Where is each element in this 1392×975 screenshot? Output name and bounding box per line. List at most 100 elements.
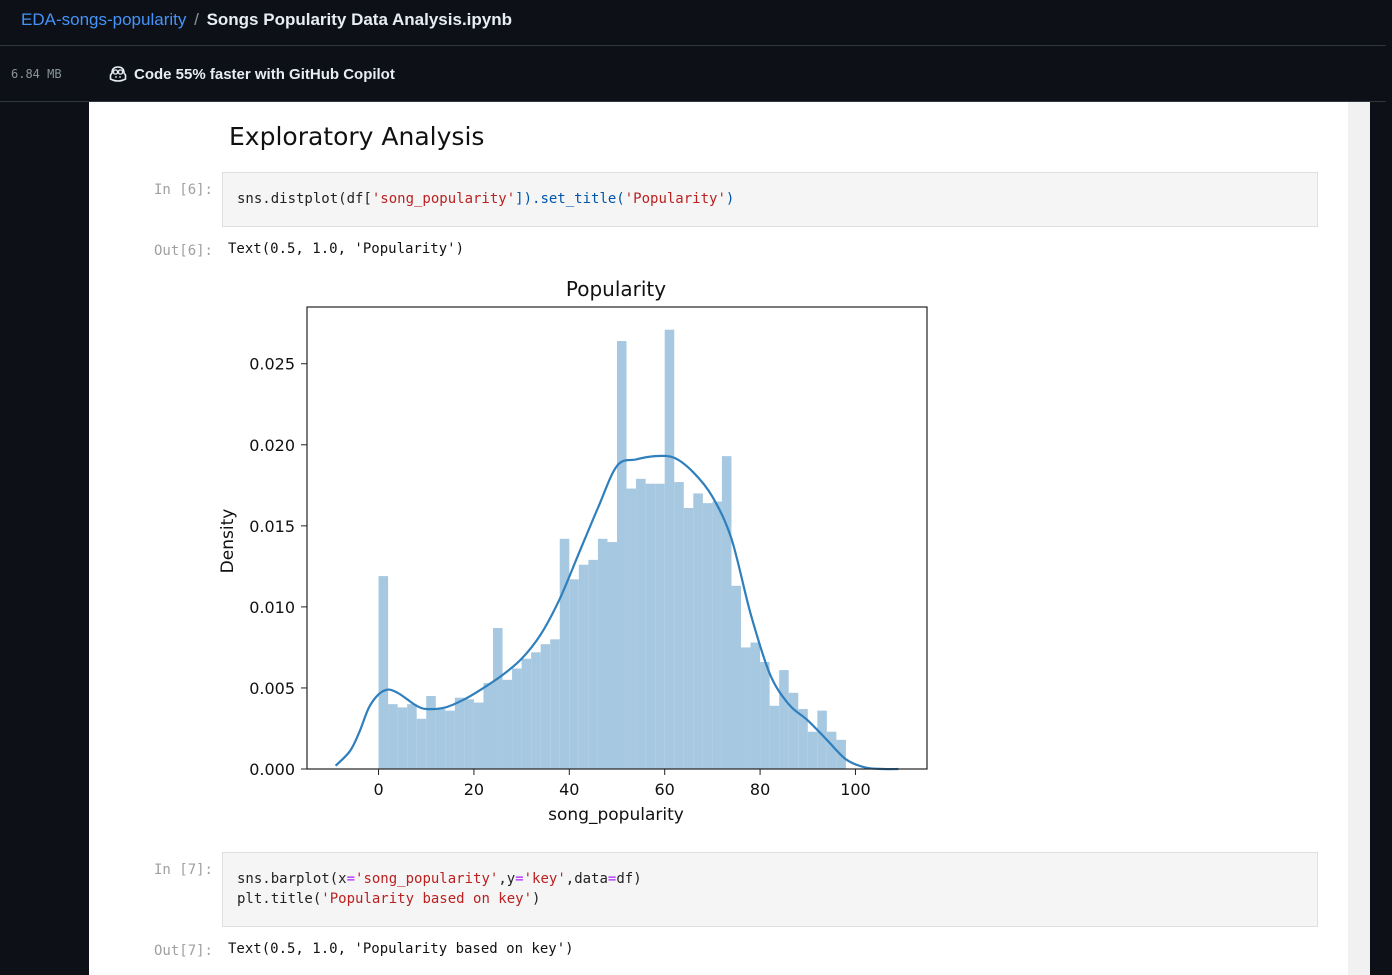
histogram-bar	[712, 501, 722, 769]
histogram-bar	[588, 559, 598, 769]
code-operator: =	[346, 871, 356, 887]
copilot-promo-text: Code 55% faster with GitHub Copilot	[134, 65, 395, 83]
histogram-bar	[807, 731, 818, 769]
code-cell-7[interactable]: sns.barplot(x='song_popularity',y='key',…	[222, 852, 1318, 927]
code-string: 'song_popularity'	[371, 191, 516, 207]
histogram-bar	[426, 696, 436, 769]
histogram-bar	[559, 538, 570, 769]
histogram-bar	[493, 627, 503, 769]
histogram-bar	[378, 576, 389, 769]
x-tick-label: 80	[750, 780, 770, 799]
code-string: 'Popularity based on key'	[321, 891, 533, 907]
code-text: plt.title(	[237, 891, 322, 907]
out-prompt-6: Out[6]:	[153, 243, 213, 259]
histogram-bar	[655, 483, 665, 769]
code-operator: =	[515, 871, 524, 887]
notebook-viewer: Exploratory Analysis In [6]: sns.distplo…	[89, 102, 1348, 975]
code-text: ,y	[498, 871, 516, 887]
histogram-bar	[540, 644, 551, 769]
code-string: 'song_popularity'	[355, 871, 499, 887]
y-tick-label: 0.000	[249, 760, 295, 779]
code-string: 'key'	[523, 871, 566, 887]
code-text: )	[532, 891, 541, 907]
code-line: sns.distplot(df['song_popularity']).set_…	[237, 189, 1317, 209]
histogram-bar	[521, 658, 532, 769]
histogram-bar	[617, 341, 627, 769]
histogram-bar	[769, 705, 780, 769]
file-size: 6.84 MB	[11, 67, 62, 81]
histogram-bar	[760, 662, 770, 769]
repo-link[interactable]: EDA-songs-popularity	[21, 10, 187, 29]
code-operator: =	[607, 871, 617, 887]
in-prompt-6: In [6]:	[153, 182, 213, 198]
histogram-bar	[674, 482, 684, 769]
histogram-bar	[388, 704, 398, 769]
code-text: ,data	[565, 871, 608, 887]
y-tick-label: 0.025	[249, 355, 295, 374]
histogram-bar	[741, 647, 751, 769]
histogram-bar	[502, 679, 513, 769]
x-axis-label: song_popularity	[548, 805, 684, 825]
y-tick-label: 0.005	[249, 679, 295, 698]
histogram-bar	[407, 704, 417, 769]
breadcrumb: EDA-songs-popularity / Songs Popularity …	[21, 10, 512, 30]
histogram-bar	[788, 692, 799, 769]
y-tick-label: 0.020	[249, 436, 295, 455]
out-prompt-7: Out[7]:	[153, 943, 213, 959]
histogram-bar	[817, 710, 827, 769]
histogram-bar	[798, 709, 808, 769]
code-text: df)	[616, 871, 642, 887]
histogram-bar	[626, 488, 637, 769]
histogram-bar	[464, 699, 474, 769]
code-text: sns.barplot(x	[237, 871, 347, 887]
histogram-bar	[731, 585, 741, 769]
copilot-promo-button[interactable]: Code 55% faster with GitHub Copilot	[108, 64, 395, 84]
plot-frame	[306, 306, 928, 770]
notebook-scrollbar[interactable]	[1348, 102, 1370, 975]
x-tick-label: 20	[464, 780, 484, 799]
code-cell-6[interactable]: sns.distplot(df['song_popularity']).set_…	[222, 172, 1318, 227]
section-heading: Exploratory Analysis	[229, 122, 485, 151]
histogram-bar	[693, 493, 703, 769]
x-tick-label: 0	[373, 780, 383, 799]
histogram-bar	[636, 478, 646, 769]
histogram-bar	[683, 508, 694, 769]
y-tick-label: 0.015	[249, 517, 295, 536]
histogram-bar	[664, 329, 675, 769]
code-text: )	[725, 191, 735, 207]
code-line: sns.barplot(x='song_popularity',y='key',…	[237, 869, 1317, 889]
histogram-bar	[512, 668, 522, 769]
histogram-bar	[826, 731, 837, 769]
code-text: ]).set_title(	[515, 191, 625, 207]
y-axis-label: Density	[218, 509, 238, 574]
histogram-bar	[435, 709, 446, 769]
histogram-bar	[607, 542, 617, 769]
histogram-bar	[473, 702, 484, 769]
output-text-7: Text(0.5, 1.0, 'Popularity based on key'…	[228, 941, 574, 957]
popularity-distplot: Popularity 0 20 40 60 80 100 0.000 0.005 0.010 0.…	[218, 277, 928, 825]
histogram-bar	[445, 710, 455, 769]
code-string: 'Popularity'	[624, 191, 726, 207]
histogram-bar	[416, 718, 427, 769]
x-tick-label: 40	[559, 780, 579, 799]
code-line: plt.title('Popularity based on key')	[237, 889, 1317, 909]
breadcrumb-separator: /	[194, 10, 199, 29]
histogram-bar	[483, 683, 493, 769]
histogram-bar	[550, 639, 560, 769]
kde-line	[334, 454, 899, 771]
histogram-bar	[597, 538, 608, 769]
output-text-6: Text(0.5, 1.0, 'Popularity')	[228, 241, 465, 257]
top-bar: EDA-songs-popularity / Songs Popularity …	[0, 0, 1392, 46]
x-tick-label: 100	[840, 780, 871, 799]
histogram-bar	[779, 670, 789, 769]
histogram-bar	[645, 483, 656, 769]
copilot-icon	[109, 66, 127, 82]
histogram-bar	[531, 652, 541, 769]
file-toolbar: 6.84 MB Code 55% faster with GitHub Copi…	[0, 46, 1392, 102]
page-edge	[1386, 0, 1392, 975]
x-tick-label: 60	[655, 780, 675, 799]
histogram-bar	[702, 503, 713, 769]
file-name: Songs Popularity Data Analysis.ipynb	[206, 10, 512, 29]
chart-title: Popularity	[566, 277, 666, 301]
histogram-bar	[578, 564, 589, 769]
